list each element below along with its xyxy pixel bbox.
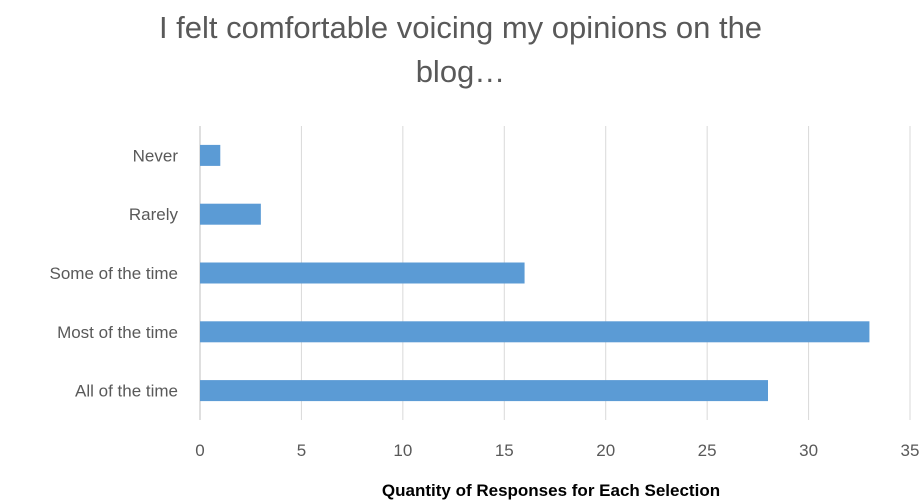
category-label: Some of the time [49, 264, 178, 283]
category-labels: Never Rarely Some of the time Most of the t… [49, 146, 178, 400]
x-tick-label: 5 [297, 441, 306, 460]
chart-title: I felt comfortable voicing my opinions o… [0, 6, 921, 94]
chart-title-line-2: blog… [415, 54, 506, 89]
x-tick-label: 15 [495, 441, 514, 460]
bar-most-of-the-time [200, 321, 870, 343]
category-label: All of the time [75, 382, 178, 401]
category-label: Rarely [129, 205, 179, 224]
x-tick-label: 35 [901, 441, 920, 460]
category-label: Most of the time [57, 323, 178, 342]
x-tick-label: 30 [799, 441, 818, 460]
x-tick-label: 10 [393, 441, 412, 460]
bar-all-of-the-time [200, 380, 768, 402]
x-tick-label: 25 [698, 441, 717, 460]
category-label: Never [133, 146, 179, 165]
x-tick-labels: 0 5 10 15 20 25 30 35 [195, 441, 919, 460]
bars [200, 144, 870, 402]
x-tick-label: 0 [195, 441, 204, 460]
x-axis-title: Quantity of Responses for Each Selection [382, 481, 720, 500]
x-tick-label: 20 [596, 441, 615, 460]
bar-some-of-the-time [200, 262, 525, 284]
bar-rarely [200, 203, 261, 225]
chart-title-line-1: I felt comfortable voicing my opinions o… [158, 10, 763, 45]
bar-never [200, 144, 221, 166]
